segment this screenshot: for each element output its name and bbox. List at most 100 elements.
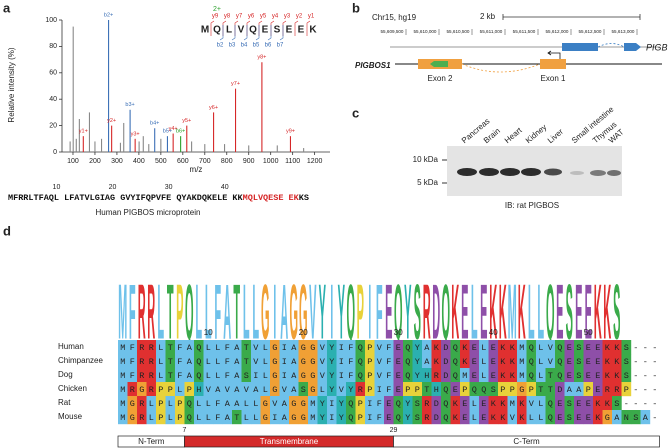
residue: P (187, 385, 192, 395)
domain-label: N-Term (138, 437, 165, 446)
residue-cell (241, 382, 252, 397)
residue: K (462, 343, 468, 353)
residue-cell (365, 340, 375, 355)
residue: I (329, 413, 334, 423)
logo-letter: E (385, 269, 392, 356)
y-ion: y8 (224, 14, 231, 20)
residue-cell (564, 382, 575, 397)
residue: Y (339, 413, 344, 423)
residue: V (253, 357, 259, 367)
residue: P (367, 357, 372, 367)
residue-cell (327, 382, 337, 397)
residue: S (567, 399, 572, 409)
ion-bracket (279, 25, 284, 41)
logo-letter: T (167, 269, 174, 356)
assembly: Chr15, hg19 (372, 13, 417, 22)
logo-letter: L (252, 269, 259, 356)
residue: P (367, 385, 372, 395)
x-axis-label: m/z (190, 165, 203, 174)
residue: S (576, 357, 581, 367)
residue-cell (232, 368, 242, 383)
residue-cell (146, 410, 157, 425)
boundary-label: 7 (183, 427, 187, 434)
residue: - (633, 357, 638, 367)
residue: Q (196, 343, 201, 353)
logo-letter: I (273, 269, 276, 356)
residue-cell (460, 382, 470, 397)
residue-cell (365, 382, 375, 397)
residue: M (120, 357, 125, 367)
residue: G (301, 371, 306, 381)
residue-cell (327, 340, 337, 355)
residue: E (286, 25, 293, 36)
residue: K (491, 399, 497, 409)
residue-cell (393, 396, 404, 411)
residue: K (605, 343, 611, 353)
residue: E (567, 357, 572, 367)
residue: G (272, 357, 277, 367)
residue-cell (251, 354, 261, 369)
residue-cell (260, 382, 271, 397)
residue: D (443, 343, 448, 353)
ion-bracket (306, 20, 311, 36)
residue: A (291, 385, 297, 395)
residue-cell (507, 368, 518, 383)
residue-cell (146, 368, 157, 383)
residue-cell (574, 382, 584, 397)
residue: H (424, 371, 429, 381)
x-tick-label: 700 (199, 158, 211, 165)
x-tick-label: 900 (243, 158, 255, 165)
residue: A (187, 357, 193, 367)
residue: K (614, 343, 620, 353)
peak-label: y9+ (286, 129, 295, 135)
residue: I (367, 413, 372, 423)
residue: - (652, 413, 657, 423)
residue: L (244, 399, 249, 409)
residue-cell (251, 340, 261, 355)
residue: P (462, 385, 467, 395)
domain-label: C-Term (513, 437, 540, 446)
y-ion: y5 (260, 14, 267, 20)
residue: - (633, 399, 638, 409)
residue-cell (545, 382, 556, 397)
residue: T (424, 385, 429, 395)
residue-cell (441, 396, 451, 411)
residue-cell (308, 382, 318, 397)
residue: L (158, 371, 163, 381)
residue-cell (412, 382, 423, 397)
residue: D (434, 399, 439, 409)
logo-letter: E (480, 269, 487, 356)
residue: V (377, 343, 383, 353)
logo-letter: P (357, 269, 364, 356)
residue: L (206, 413, 211, 423)
residue-cell (536, 368, 546, 383)
sequence-segment: KS (299, 193, 309, 203)
residue: M (310, 413, 315, 423)
residue: K (491, 413, 497, 423)
residue: K (434, 343, 440, 353)
residue-cell (441, 368, 451, 383)
residue: E (491, 371, 496, 381)
residue: P (500, 385, 505, 395)
residue-cell (612, 368, 622, 383)
logo-letter: R (147, 269, 155, 356)
residue-cell (526, 368, 537, 383)
residue-cell (412, 396, 423, 411)
residue-cell (384, 396, 394, 411)
residue: F (215, 413, 220, 423)
panel-label: a (3, 0, 11, 15)
residue-cell (194, 382, 204, 397)
residue-cell (137, 382, 147, 397)
logo-letter: G (289, 269, 298, 356)
residue: G (272, 371, 277, 381)
b-ion: b2 (217, 43, 224, 49)
residue: K (614, 371, 620, 381)
residue: L (226, 25, 232, 36)
charge-label: 2+ (213, 6, 221, 13)
residue: A (234, 385, 240, 395)
residue: L (481, 371, 486, 381)
residue-cell (498, 354, 508, 369)
residue-cell (279, 410, 290, 425)
residue-cell (555, 368, 565, 383)
residue: L (206, 371, 211, 381)
